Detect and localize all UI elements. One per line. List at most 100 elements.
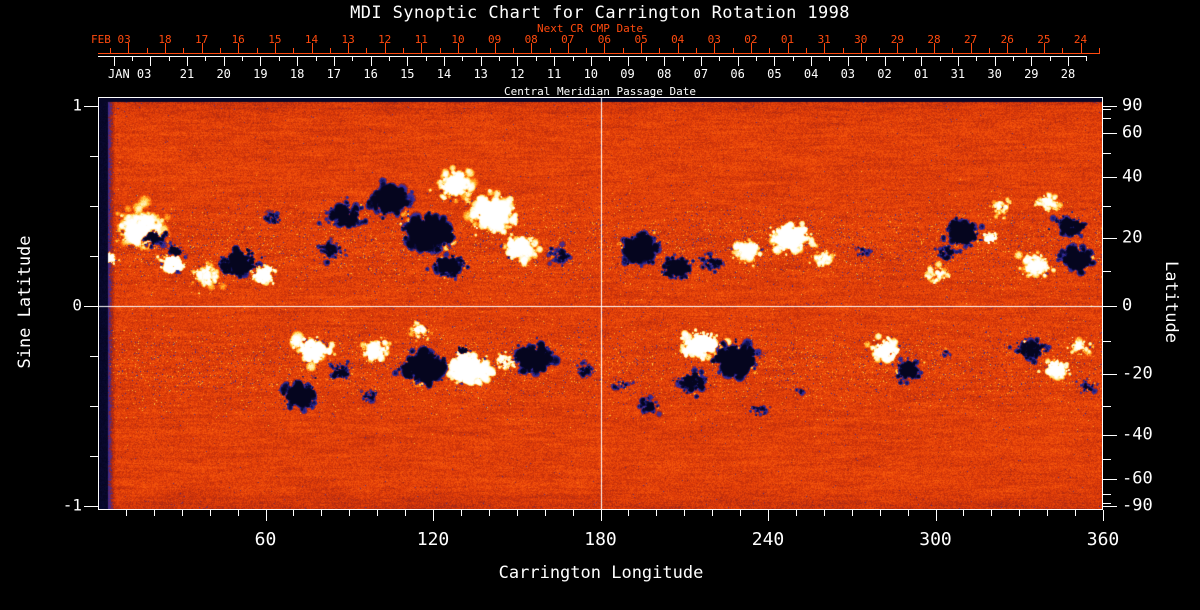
next-cr-day-label: 10 — [451, 33, 465, 46]
next-cr-day-label: 06 — [597, 33, 612, 46]
next-cr-tick — [531, 43, 533, 53]
sine-minor-tick — [90, 356, 98, 357]
latitude-label: 0 — [1122, 295, 1133, 316]
next-cr-tick — [934, 43, 935, 53]
next-cr-axis-line — [98, 53, 1100, 54]
next-cr-tick — [714, 43, 716, 53]
cmp-tick — [113, 56, 115, 66]
next-cr-day-label: 18 — [158, 33, 172, 46]
longitude-label: 300 — [919, 529, 952, 550]
sine-major-tick — [84, 306, 98, 307]
sine-minor-tick — [90, 456, 98, 457]
sine-minor-tick — [90, 156, 98, 157]
cmp-tick — [737, 56, 739, 66]
longitude-minor-tick — [349, 510, 351, 516]
longitude-minor-tick — [516, 510, 518, 516]
cmp-tick — [572, 56, 574, 61]
longitude-minor-tick — [181, 510, 183, 516]
next-cr-day-label: 30 — [854, 33, 868, 46]
cmp-day-label: 30 — [987, 67, 1002, 81]
longitude-minor-tick — [488, 510, 490, 516]
next-cr-day-label: 14 — [304, 33, 319, 46]
next-cr-tick — [659, 48, 661, 53]
latitude-major-tick — [1103, 106, 1117, 107]
cmp-tick — [792, 56, 794, 61]
latitude-minor-tick — [1103, 503, 1111, 504]
cmp-tick — [370, 56, 372, 66]
cmp-tick — [333, 56, 335, 66]
next-cr-tick — [641, 43, 643, 53]
cmp-tick — [388, 56, 390, 61]
next-cr-tick — [128, 43, 130, 53]
sine-minor-tick — [90, 256, 98, 257]
next-cr-tick — [970, 43, 972, 53]
sine-major-tick — [84, 506, 98, 507]
next-cr-tick — [622, 48, 624, 53]
next-cr-day-label: 12 — [378, 33, 392, 46]
latitude-label: -90 — [1122, 495, 1153, 516]
next-cr-tick — [348, 43, 350, 53]
latitude-axis-title: Latitude — [1161, 261, 1181, 343]
longitude-label: 360 — [1086, 529, 1120, 550]
next-cr-tick — [732, 48, 734, 53]
longitude-minor-tick — [321, 510, 323, 516]
longitude-minor-tick — [544, 510, 546, 516]
next-cr-tick — [439, 48, 441, 53]
next-cr-day-label: 02 — [744, 33, 758, 46]
latitude-minor-tick — [1103, 271, 1111, 273]
next-cr-day-label: 13 — [341, 33, 355, 46]
next-cr-day-label: 08 — [524, 33, 538, 46]
next-cr-tick — [988, 48, 990, 53]
longitude-minor-tick — [851, 510, 853, 516]
latitude-minor-tick — [1103, 459, 1111, 461]
next-cr-tick — [183, 48, 185, 53]
longitude-minor-tick — [879, 510, 881, 516]
cmp-tick — [315, 56, 317, 61]
longitude-label: 240 — [751, 529, 785, 550]
longitude-minor-tick — [125, 510, 127, 516]
longitude-minor-tick — [460, 510, 462, 516]
cmp-tick — [499, 56, 500, 61]
longitude-major-tick — [1103, 510, 1104, 521]
next-cr-tick — [824, 43, 826, 53]
cmp-tick — [1049, 56, 1051, 61]
next-cr-tick — [769, 48, 771, 53]
cmp-tick — [444, 56, 445, 66]
sine-minor-tick — [90, 406, 98, 407]
cmp-day-label: 28 — [1060, 67, 1076, 81]
next-cr-day-label: 03 — [707, 33, 721, 46]
cmp-tick — [1068, 56, 1069, 66]
cmp-day-label: 17 — [326, 67, 342, 81]
longitude-major-tick — [600, 510, 602, 521]
longitude-label: 60 — [254, 529, 277, 550]
next-cr-day-label: 15 — [268, 33, 282, 46]
next-cr-tick — [1043, 43, 1045, 53]
next-cr-day-label: 28 — [927, 33, 941, 46]
cmp-tick — [554, 56, 556, 66]
magnetogram-map — [98, 97, 1103, 510]
next-cr-tick — [805, 48, 807, 53]
sine-latitude-label: 0 — [72, 295, 82, 315]
cmp-day-label: 29 — [1024, 67, 1039, 81]
cmp-tick — [866, 56, 868, 61]
cmp-tick — [939, 56, 941, 61]
cmp-tick — [150, 56, 152, 66]
next-cr-tick — [897, 43, 899, 53]
cmp-tick — [719, 56, 721, 61]
next-cr-tick — [476, 48, 478, 53]
next-cr-tick — [1080, 43, 1082, 53]
sine-major-tick — [84, 106, 98, 107]
cmp-tick — [407, 56, 409, 66]
longitude-major-tick — [935, 510, 937, 521]
longitude-minor-tick — [740, 510, 742, 516]
next-cr-tick — [384, 43, 386, 53]
next-cr-tick — [860, 43, 862, 53]
cmp-tick — [682, 56, 684, 61]
latitude-minor-tick — [1103, 118, 1111, 120]
cmp-tick — [1013, 56, 1014, 61]
longitude-major-tick — [433, 510, 434, 521]
next-cr-tick — [165, 43, 166, 53]
cmp-day-label: 21 — [179, 67, 195, 81]
next-cr-tick — [256, 48, 258, 53]
cmp-tick — [205, 56, 207, 61]
